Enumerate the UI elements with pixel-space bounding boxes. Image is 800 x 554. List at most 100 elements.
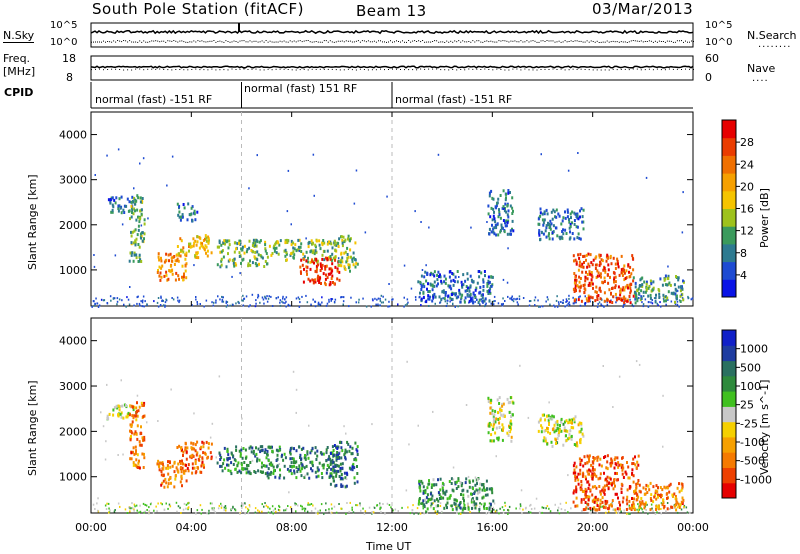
echo-cell bbox=[273, 469, 275, 473]
nave-point bbox=[135, 68, 137, 70]
echo-cell bbox=[338, 456, 341, 460]
scatter-cell bbox=[196, 509, 199, 512]
echo-cell bbox=[219, 453, 222, 457]
nsearch-point bbox=[448, 41, 450, 43]
nsearch-point bbox=[512, 40, 514, 42]
echo-cell bbox=[506, 204, 509, 208]
echo-cell bbox=[266, 449, 269, 453]
echo-cell bbox=[611, 499, 614, 503]
echo-cell bbox=[639, 504, 642, 508]
echo-cell bbox=[448, 270, 451, 274]
echo-cell bbox=[489, 406, 492, 410]
scatter-cell bbox=[554, 503, 556, 506]
echo-cell bbox=[607, 263, 610, 267]
echo-cell bbox=[315, 475, 318, 479]
scatter-cell bbox=[645, 509, 647, 511]
scatter-cell bbox=[103, 299, 106, 302]
scatter-cell bbox=[515, 507, 517, 510]
echo-cell bbox=[172, 255, 175, 259]
scatter-cell bbox=[406, 298, 409, 301]
echo-cell bbox=[160, 256, 162, 260]
nave-point bbox=[472, 68, 474, 70]
nsearch-point bbox=[337, 40, 339, 42]
scatter-cell bbox=[196, 301, 198, 303]
nsearch-point bbox=[97, 41, 98, 43]
nsearch-point bbox=[177, 41, 179, 43]
scatter-cell bbox=[380, 294, 383, 297]
echo-cell bbox=[648, 284, 651, 288]
scatter-cell bbox=[425, 511, 428, 514]
scatter-cell bbox=[180, 512, 182, 514]
scatter-cell bbox=[528, 304, 531, 307]
echo-cell bbox=[512, 401, 515, 405]
echo-cell bbox=[581, 432, 584, 436]
echo-cell bbox=[655, 504, 658, 508]
echo-cell bbox=[480, 293, 483, 297]
echo-cell bbox=[223, 239, 226, 243]
isolated-echo bbox=[248, 187, 250, 190]
nsearch-point bbox=[213, 40, 215, 41]
echo-cell bbox=[332, 256, 335, 260]
scatter-cell bbox=[363, 512, 366, 515]
echo-cell bbox=[298, 467, 301, 471]
scatter-cell bbox=[407, 506, 409, 509]
scatter-cell bbox=[95, 297, 97, 300]
echo-cell bbox=[349, 248, 352, 252]
scatter-cell bbox=[401, 506, 403, 509]
nsearch-point bbox=[654, 40, 656, 42]
colorbar-segment bbox=[722, 436, 736, 453]
scatter-cell bbox=[379, 299, 382, 302]
isolated-echo bbox=[193, 264, 195, 267]
nsearch-point bbox=[508, 41, 510, 43]
echo-cell bbox=[658, 289, 661, 293]
echo-cell bbox=[273, 249, 276, 253]
echo-cell bbox=[631, 497, 633, 500]
echo-cell bbox=[176, 245, 179, 248]
scatter-cell bbox=[638, 507, 640, 510]
scatter-cell bbox=[507, 295, 509, 298]
echo-cell bbox=[179, 254, 182, 258]
echo-cell bbox=[627, 286, 629, 290]
nave-point bbox=[191, 69, 193, 70]
echo-cell bbox=[356, 262, 359, 266]
echo-cell bbox=[316, 276, 319, 280]
echo-cell bbox=[179, 215, 182, 219]
scatter-cell bbox=[234, 509, 237, 512]
nsearch-point bbox=[402, 40, 403, 42]
echo-cell bbox=[185, 253, 188, 257]
nsearch-point bbox=[466, 41, 468, 43]
echo-cell bbox=[595, 276, 598, 279]
echo-cell bbox=[135, 410, 138, 414]
echo-cell bbox=[141, 452, 144, 456]
echo-cell bbox=[620, 465, 623, 469]
scatter-cell bbox=[264, 295, 266, 298]
echo-cell bbox=[502, 205, 505, 209]
isolated-echo bbox=[140, 224, 143, 227]
scatter-cell bbox=[529, 511, 532, 514]
echo-cell bbox=[485, 479, 488, 483]
echo-cell bbox=[110, 196, 113, 200]
nave-point bbox=[600, 69, 602, 71]
echo-cell bbox=[666, 496, 668, 500]
scatter-cell bbox=[142, 299, 144, 302]
isolated-echo bbox=[100, 411, 102, 414]
echo-cell bbox=[498, 402, 501, 405]
echo-cell bbox=[459, 300, 462, 304]
echo-cell bbox=[585, 253, 588, 257]
nsearch-point bbox=[351, 41, 353, 43]
echo-cell bbox=[442, 496, 445, 500]
echo-cell bbox=[138, 440, 141, 444]
nsearch-point bbox=[550, 40, 552, 42]
scatter-cell bbox=[142, 295, 145, 298]
echo-cell bbox=[542, 221, 545, 225]
echo-cell bbox=[564, 228, 567, 232]
echo-cell bbox=[424, 498, 427, 502]
nsearch-point bbox=[165, 41, 167, 43]
echo-cell bbox=[265, 464, 268, 468]
echo-cell bbox=[591, 263, 594, 267]
echo-cell bbox=[578, 289, 581, 293]
scatter-cell bbox=[284, 298, 286, 301]
isolated-echo bbox=[618, 375, 621, 378]
echo-cell bbox=[345, 471, 348, 475]
echo-cell bbox=[326, 468, 329, 472]
